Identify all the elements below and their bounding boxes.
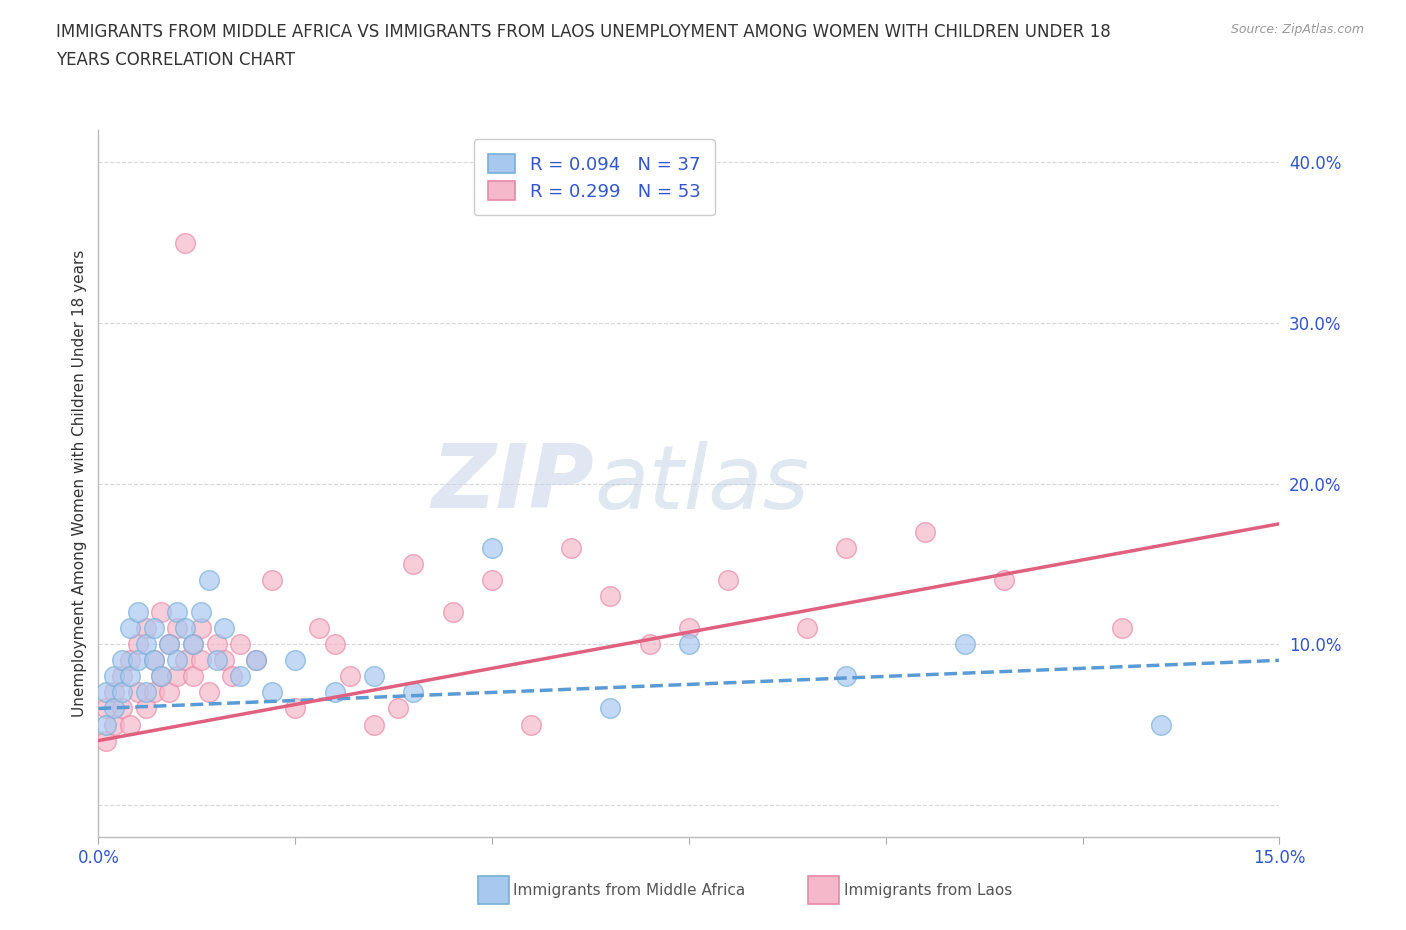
Point — [481, 540, 503, 555]
Point — [118, 669, 141, 684]
Point — [339, 669, 361, 684]
Point — [174, 235, 197, 250]
Point — [284, 701, 307, 716]
Point — [717, 573, 740, 588]
Text: atlas: atlas — [595, 441, 810, 526]
Point — [142, 653, 165, 668]
Point — [174, 620, 197, 635]
Point — [118, 620, 141, 635]
Point — [363, 717, 385, 732]
Point — [111, 653, 134, 668]
Point — [245, 653, 267, 668]
Point — [308, 620, 330, 635]
Text: YEARS CORRELATION CHART: YEARS CORRELATION CHART — [56, 51, 295, 69]
Point — [157, 685, 180, 700]
Point — [260, 685, 283, 700]
Point — [111, 669, 134, 684]
Point — [181, 637, 204, 652]
Point — [157, 637, 180, 652]
Point — [127, 604, 149, 619]
Point — [599, 701, 621, 716]
Point — [135, 701, 157, 716]
Point — [481, 573, 503, 588]
Point — [174, 653, 197, 668]
Point — [993, 573, 1015, 588]
Point — [214, 653, 236, 668]
Point — [166, 669, 188, 684]
Point — [190, 653, 212, 668]
Point — [914, 525, 936, 539]
Point — [118, 653, 141, 668]
Point — [323, 685, 346, 700]
Y-axis label: Unemployment Among Women with Children Under 18 years: Unemployment Among Women with Children U… — [72, 250, 87, 717]
Point — [1150, 717, 1173, 732]
Point — [323, 637, 346, 652]
Point — [150, 669, 173, 684]
Point — [166, 620, 188, 635]
Point — [197, 685, 219, 700]
Point — [953, 637, 976, 652]
Point — [197, 573, 219, 588]
Point — [166, 653, 188, 668]
Point — [402, 556, 425, 571]
Point — [402, 685, 425, 700]
Point — [127, 685, 149, 700]
Point — [96, 733, 118, 748]
Point — [599, 589, 621, 604]
Point — [103, 669, 125, 684]
Point — [166, 604, 188, 619]
Point — [135, 637, 157, 652]
Text: IMMIGRANTS FROM MIDDLE AFRICA VS IMMIGRANTS FROM LAOS UNEMPLOYMENT AMONG WOMEN W: IMMIGRANTS FROM MIDDLE AFRICA VS IMMIGRA… — [56, 23, 1111, 41]
Point — [363, 669, 385, 684]
Point — [214, 620, 236, 635]
Point — [260, 573, 283, 588]
Point — [127, 637, 149, 652]
Point — [205, 637, 228, 652]
Point — [103, 685, 125, 700]
Legend: R = 0.094   N = 37, R = 0.299   N = 53: R = 0.094 N = 37, R = 0.299 N = 53 — [474, 140, 716, 215]
Point — [118, 717, 141, 732]
Point — [441, 604, 464, 619]
Point — [835, 540, 858, 555]
Point — [245, 653, 267, 668]
Point — [135, 620, 157, 635]
Point — [229, 669, 252, 684]
Point — [560, 540, 582, 555]
Point — [96, 717, 118, 732]
Text: ZIP: ZIP — [432, 440, 595, 527]
Point — [157, 637, 180, 652]
Point — [678, 620, 700, 635]
Point — [111, 685, 134, 700]
Point — [835, 669, 858, 684]
Point — [142, 620, 165, 635]
Point — [150, 604, 173, 619]
Point — [190, 604, 212, 619]
Point — [111, 701, 134, 716]
Point — [150, 669, 173, 684]
Text: Source: ZipAtlas.com: Source: ZipAtlas.com — [1230, 23, 1364, 36]
Point — [387, 701, 409, 716]
Point — [96, 685, 118, 700]
Point — [190, 620, 212, 635]
Point — [796, 620, 818, 635]
Point — [181, 669, 204, 684]
Point — [103, 701, 125, 716]
Point — [205, 653, 228, 668]
Point — [678, 637, 700, 652]
Point — [284, 653, 307, 668]
Point — [135, 685, 157, 700]
Text: Immigrants from Middle Africa: Immigrants from Middle Africa — [513, 883, 745, 897]
Point — [520, 717, 543, 732]
Point — [1111, 620, 1133, 635]
Point — [181, 637, 204, 652]
Point — [96, 701, 118, 716]
Point — [142, 685, 165, 700]
Point — [229, 637, 252, 652]
Point — [142, 653, 165, 668]
Point — [221, 669, 243, 684]
Point — [638, 637, 661, 652]
Point — [103, 717, 125, 732]
Point — [127, 653, 149, 668]
Text: Immigrants from Laos: Immigrants from Laos — [844, 883, 1012, 897]
